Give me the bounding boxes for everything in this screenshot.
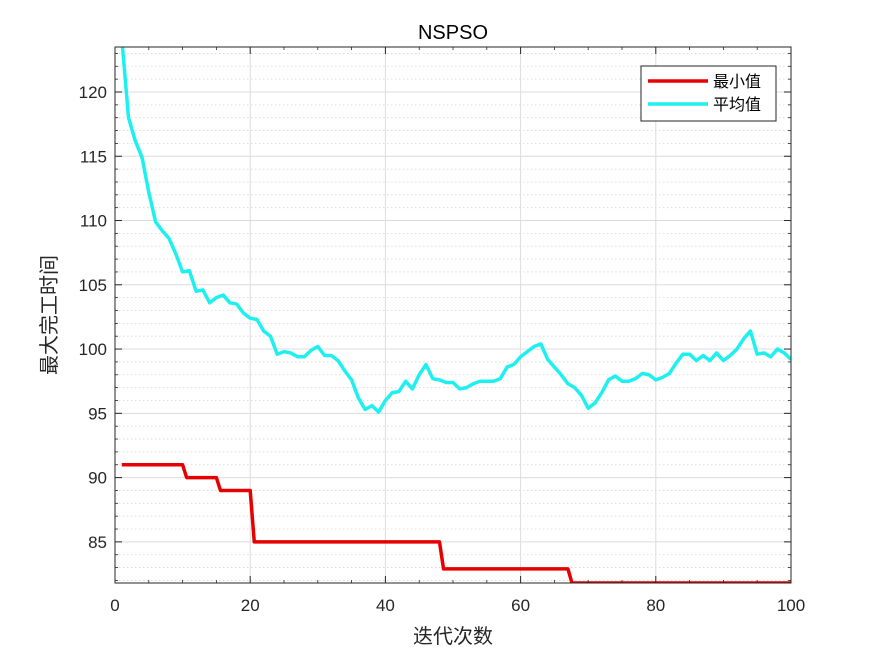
legend: 最小值 平均值 (641, 66, 776, 121)
x-tick-label: 20 (241, 596, 260, 615)
y-tick-label: 120 (79, 83, 107, 102)
x-tick-label: 60 (511, 596, 530, 615)
y-tick-label: 85 (88, 533, 107, 552)
x-tick-label: 80 (646, 596, 665, 615)
chart-title: NSPSO (418, 22, 488, 44)
y-tick-label: 95 (88, 404, 107, 423)
y-tick-label: 100 (79, 340, 107, 359)
x-tick-label: 40 (376, 596, 395, 615)
y-axis-label: 最大完工时间 (37, 255, 61, 375)
x-tick-label: 0 (110, 596, 119, 615)
plot-area-background (115, 47, 791, 583)
x-axis-label: 迭代次数 (413, 624, 493, 648)
y-tick-label: 90 (88, 469, 107, 488)
legend-label-avg: 平均值 (713, 95, 761, 114)
legend-label-min: 最小值 (713, 72, 761, 91)
y-tick-label: 110 (80, 212, 107, 231)
y-tick-label: 105 (79, 276, 107, 295)
x-tick-label: 100 (777, 596, 805, 615)
y-tick-label: 115 (80, 147, 107, 166)
